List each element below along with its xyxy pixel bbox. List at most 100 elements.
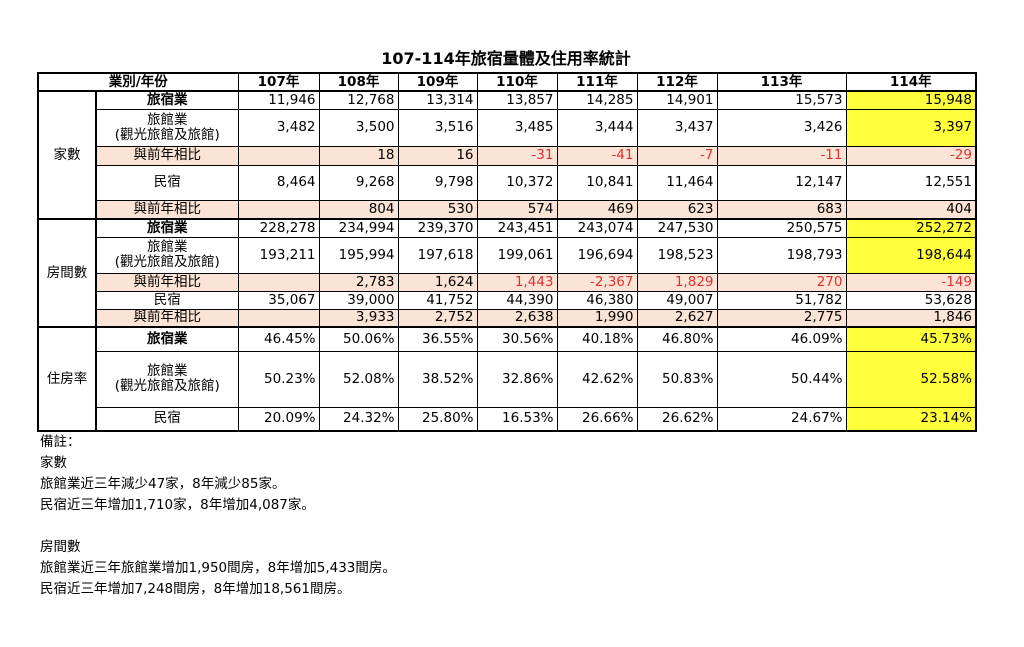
note-line: 旅館業近三年減少47家，8年減少85家。 xyxy=(40,476,286,492)
value-cell: 50.23% xyxy=(237,350,320,408)
value-cell: 12,768 xyxy=(318,90,399,110)
value-cell: 196,694 xyxy=(556,236,638,274)
value-cell: 12,551 xyxy=(845,164,977,201)
value-cell: 14,285 xyxy=(556,90,638,110)
header-year: 109年 xyxy=(397,72,478,92)
header-year: 111年 xyxy=(556,72,638,92)
table-row: 民宿 20.09% 24.32% 25.80% 16.53% 26.66% 26.62% 24… xyxy=(38,406,977,432)
value-cell: 469 xyxy=(556,199,638,220)
table-row: 住房率 旅宿業 46.45% 50.06% 36.55% 30.56% 40.18% 46.8… xyxy=(37,326,977,432)
value-cell: 3,426 xyxy=(716,108,847,147)
value-cell: 50.44% xyxy=(716,350,847,408)
value-cell: 18 xyxy=(318,145,399,166)
value-cell: -149 xyxy=(845,272,977,292)
table-row: 房間數 旅宿業 228,278 234,994 239,370 243,451 243,07… xyxy=(37,218,977,328)
value-cell: 3,500 xyxy=(318,108,399,147)
value-cell: 623 xyxy=(636,199,718,220)
note-line: 備註： xyxy=(40,434,81,450)
value-cell: 13,857 xyxy=(476,90,558,110)
header-year: 107年 xyxy=(237,72,320,92)
value-cell: 32.86% xyxy=(476,350,558,408)
value-cell: 25.80% xyxy=(397,406,478,432)
value-cell: 9,268 xyxy=(318,164,399,201)
row-label-line: 民宿 xyxy=(153,291,181,308)
table-row: 民宿 8,464 9,268 9,798 10,372 10,841 11,464 12,14… xyxy=(38,164,977,201)
header-row: 業別/年份 107年 108年 109年 110年 111年 112年 113年 114年 xyxy=(37,72,977,92)
notes-section: 備註： 家數旅館業近三年減少47家，8年減少85家。民宿近三年增加1,710家，8… xyxy=(40,432,396,600)
value-cell xyxy=(237,145,320,166)
value-cell xyxy=(237,199,320,220)
note-line: 民宿近三年增加1,710家，8年增加4,087家。 xyxy=(40,497,315,513)
value-cell xyxy=(237,308,320,328)
note-line: 家數 xyxy=(40,455,67,471)
value-cell: 1,846 xyxy=(845,308,977,328)
value-cell: 228,278 xyxy=(237,218,320,238)
value-cell: 53,628 xyxy=(845,290,977,310)
value-cell: 234,994 xyxy=(318,218,399,238)
value-cell: 14,901 xyxy=(636,90,718,110)
value-cell: 3,516 xyxy=(397,108,478,147)
value-cell: 12,147 xyxy=(716,164,847,201)
value-cell: -41 xyxy=(556,145,638,166)
value-cell: 197,618 xyxy=(397,236,478,274)
value-cell: 195,994 xyxy=(318,236,399,274)
row-label: 旅宿業 xyxy=(95,218,239,238)
value-cell: 11,946 xyxy=(237,90,320,110)
row-label-line: 民宿 xyxy=(153,174,181,190)
row-label-line: 與前年相比 xyxy=(133,273,202,290)
row-label: 與前年相比 xyxy=(95,145,239,166)
value-cell: 41,752 xyxy=(397,290,478,310)
row-label-line: 旅宿業 xyxy=(147,91,188,108)
row-label: 與前年相比 xyxy=(95,272,239,292)
header-year: 114年 xyxy=(845,72,977,92)
value-cell: 42.62% xyxy=(556,350,638,408)
value-cell: 20.09% xyxy=(237,406,320,432)
row-label: 民宿 xyxy=(95,406,239,432)
value-cell: 36.55% xyxy=(397,326,478,352)
value-cell: 239,370 xyxy=(397,218,478,238)
value-cell: 46.09% xyxy=(716,326,847,352)
row-label: 與前年相比 xyxy=(95,308,239,328)
value-cell: 49,007 xyxy=(636,290,718,310)
value-cell: 52.08% xyxy=(318,350,399,408)
value-cell: 15,573 xyxy=(716,90,847,110)
row-label-line: 旅館業 xyxy=(147,111,188,128)
value-cell: 40.18% xyxy=(556,326,638,352)
value-cell: 3,444 xyxy=(556,108,638,147)
row-label-line: (觀光旅館及旅館) xyxy=(114,254,220,270)
value-cell: 530 xyxy=(397,199,478,220)
value-cell: 26.66% xyxy=(556,406,638,432)
row-label: 旅館業 (觀光旅館及旅館) xyxy=(95,350,239,408)
value-cell: 683 xyxy=(716,199,847,220)
value-cell: 16.53% xyxy=(476,406,558,432)
value-cell: 46.45% xyxy=(237,326,320,352)
value-cell: 199,061 xyxy=(476,236,558,274)
value-cell: 44,390 xyxy=(476,290,558,310)
group-label: 家數 xyxy=(37,90,97,220)
value-cell: 2,752 xyxy=(397,308,478,328)
value-cell: 3,933 xyxy=(318,308,399,328)
group-label: 住房率 xyxy=(37,326,97,432)
table-row: 與前年相比 3,933 2,752 2,638 1,990 2,627 2,775 1,846 xyxy=(38,308,977,328)
value-cell: 1,443 xyxy=(476,272,558,292)
value-cell: 10,841 xyxy=(556,164,638,201)
value-cell: 3,397 xyxy=(845,108,977,147)
value-cell: 3,482 xyxy=(237,108,320,147)
row-label: 與前年相比 xyxy=(95,199,239,220)
value-cell: 2,638 xyxy=(476,308,558,328)
value-cell: 45.73% xyxy=(845,326,977,352)
header-year: 113年 xyxy=(716,72,847,92)
value-cell: 1,829 xyxy=(636,272,718,292)
value-cell: -2,367 xyxy=(556,272,638,292)
value-cell: 2,627 xyxy=(636,308,718,328)
value-cell: 3,485 xyxy=(476,108,558,147)
value-cell: 198,793 xyxy=(716,236,847,274)
row-label: 民宿 xyxy=(95,290,239,310)
row-label: 旅宿業 xyxy=(95,90,239,110)
row-label-line: 旅宿業 xyxy=(147,219,188,236)
value-cell xyxy=(237,272,320,292)
value-cell: -11 xyxy=(716,145,847,166)
table-row: 家數 旅宿業 11,946 12,768 13,314 13,857 14,285 14,90… xyxy=(37,90,977,220)
value-cell: 243,074 xyxy=(556,218,638,238)
value-cell: 51,782 xyxy=(716,290,847,310)
